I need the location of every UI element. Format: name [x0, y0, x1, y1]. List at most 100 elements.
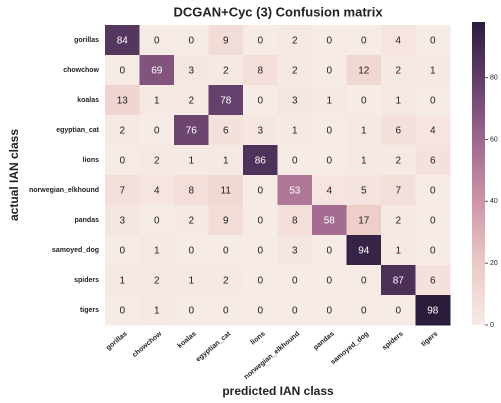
cell-label: 0 — [326, 246, 332, 257]
heatmap-cell — [208, 55, 244, 86]
y-tick-label: chowchow — [63, 67, 99, 74]
cell-label: 0 — [430, 216, 436, 227]
cell-label: 0 — [292, 156, 298, 167]
heatmap-cell — [277, 145, 313, 176]
cell-label: 0 — [257, 306, 263, 317]
y-tick-label: pandas — [74, 217, 99, 224]
cell-label: 0 — [119, 306, 125, 317]
cell-label: 9 — [223, 216, 229, 227]
y-tick-label: spiders — [74, 277, 99, 284]
heatmap-cell — [208, 265, 244, 296]
cell-label: 2 — [154, 276, 160, 287]
cell-label: 0 — [188, 306, 194, 317]
heatmap-cell — [174, 85, 209, 116]
heatmap-cell — [105, 205, 140, 236]
cell-label: 4 — [395, 36, 401, 47]
cell-label: 0 — [223, 246, 229, 257]
cell-label: 0 — [119, 246, 125, 257]
y-tick-label: samoyed_dog — [52, 247, 99, 254]
cell-label: 4 — [154, 186, 160, 197]
heatmap-cell — [277, 175, 313, 206]
heatmap-cell — [105, 115, 140, 146]
heatmap-cell — [312, 205, 347, 236]
cell-label: 8 — [188, 186, 194, 197]
colorbar-tick-label: 60 — [490, 136, 498, 143]
cell-label: 7 — [119, 186, 125, 197]
cell-label: 0 — [257, 246, 263, 257]
heatmap-cell — [381, 175, 416, 206]
cell-label: 3 — [119, 216, 125, 227]
heatmap-cell — [243, 295, 278, 326]
heatmap-cell — [346, 295, 382, 326]
cell-label: 78 — [220, 96, 232, 107]
heatmap-cell — [174, 25, 209, 56]
cell-label: 1 — [361, 126, 367, 137]
heatmap-cell — [139, 235, 175, 266]
heatmap-cell — [346, 85, 382, 116]
cell-label: 2 — [395, 66, 401, 77]
cell-label: 0 — [257, 36, 263, 47]
cell-label: 94 — [358, 246, 370, 257]
heatmap-cell — [346, 175, 382, 206]
y-tick-label: tigers — [80, 307, 99, 314]
cell-label: 76 — [186, 126, 198, 137]
cell-label: 2 — [223, 66, 229, 77]
heatmap-cell — [243, 145, 278, 176]
cell-label: 5 — [361, 186, 367, 197]
heatmap-cell — [312, 55, 347, 86]
heatmap-cell — [312, 265, 347, 296]
heatmap-cell — [105, 235, 140, 266]
cell-label: 0 — [361, 276, 367, 287]
cell-label: 2 — [188, 96, 194, 107]
cell-label: 58 — [324, 216, 336, 227]
cell-label: 4 — [430, 126, 436, 137]
heatmap-cell — [174, 295, 209, 326]
heatmap-cell — [208, 295, 244, 326]
cell-label: 87 — [393, 276, 405, 287]
heatmap-cell — [381, 265, 416, 296]
heatmap-cell — [312, 85, 347, 116]
x-tick-label: pandas — [312, 331, 335, 352]
heatmap-cell — [312, 175, 347, 206]
cell-label: 1 — [188, 276, 194, 287]
cell-label: 6 — [430, 156, 436, 167]
heatmap-cell — [312, 235, 347, 266]
cell-label: 12 — [358, 66, 370, 77]
y-axis-label: actual IAN class — [7, 129, 21, 221]
cell-label: 1 — [154, 96, 160, 107]
x-tick-label: samoyed_dog — [330, 331, 371, 367]
cell-label: 0 — [257, 216, 263, 227]
x-tick-label: gorillas — [105, 331, 129, 352]
heatmap-cell — [346, 25, 382, 56]
heatmap-cell — [174, 145, 209, 176]
heatmap-cell — [174, 265, 209, 296]
cell-label: 0 — [119, 156, 125, 167]
cell-label: 2 — [119, 126, 125, 137]
heatmap-cell — [105, 25, 140, 56]
cell-label: 9 — [223, 36, 229, 47]
cell-label: 1 — [326, 96, 332, 107]
cell-label: 1 — [361, 156, 367, 167]
cell-label: 0 — [326, 306, 332, 317]
heatmap-cell — [243, 175, 278, 206]
cell-label: 3 — [292, 96, 298, 107]
cell-label: 1 — [395, 96, 401, 107]
cell-label: 0 — [430, 246, 436, 257]
heatmap-cell — [243, 235, 278, 266]
heatmap-cell — [243, 205, 278, 236]
cell-label: 1 — [292, 126, 298, 137]
heatmap-cell — [381, 25, 416, 56]
heatmap-cell — [208, 205, 244, 236]
x-axis-label: predicted IAN class — [222, 384, 334, 398]
heatmap-cell — [105, 265, 140, 296]
x-tick-label: egyptian_cat — [195, 330, 233, 363]
heatmap-cell — [105, 85, 140, 116]
cell-label: 11 — [221, 186, 232, 197]
heatmap-cell — [415, 205, 451, 236]
x-tick-label: koalas — [177, 331, 198, 350]
heatmap-cell — [381, 115, 416, 146]
heatmap-cell — [208, 235, 244, 266]
cell-label: 86 — [255, 156, 267, 167]
heatmap-cell — [277, 25, 313, 56]
cell-label: 0 — [154, 216, 160, 227]
